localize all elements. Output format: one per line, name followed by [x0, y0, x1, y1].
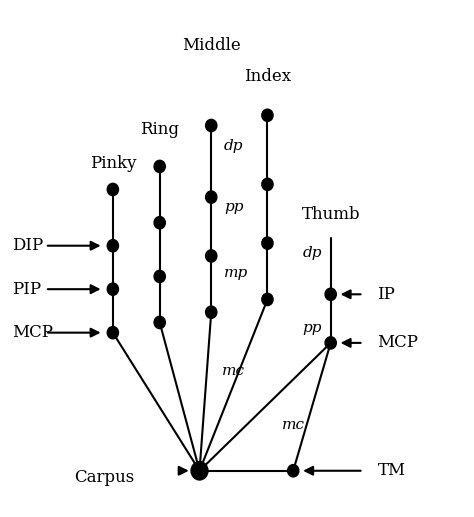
Circle shape: [107, 184, 118, 195]
Circle shape: [107, 283, 118, 295]
Text: Middle: Middle: [182, 37, 241, 54]
Circle shape: [288, 465, 299, 477]
Circle shape: [262, 109, 273, 121]
Text: Pinky: Pinky: [90, 155, 136, 172]
Text: TM: TM: [377, 462, 406, 479]
Circle shape: [206, 250, 217, 262]
Text: dp: dp: [302, 247, 322, 261]
Text: pp: pp: [224, 201, 243, 215]
Text: Index: Index: [244, 68, 291, 85]
Circle shape: [325, 288, 337, 300]
Circle shape: [262, 178, 273, 190]
Text: Thumb: Thumb: [301, 206, 360, 223]
Circle shape: [206, 306, 217, 318]
Circle shape: [262, 237, 273, 249]
Text: PIP: PIP: [12, 281, 41, 298]
Circle shape: [262, 293, 273, 306]
Text: DIP: DIP: [12, 237, 44, 254]
Text: pp: pp: [302, 321, 322, 334]
Text: Carpus: Carpus: [73, 469, 134, 486]
Text: MCP: MCP: [377, 334, 419, 352]
Text: mp: mp: [224, 266, 248, 280]
Text: dp: dp: [224, 139, 243, 153]
Text: mc: mc: [282, 418, 304, 432]
Circle shape: [206, 119, 217, 132]
Circle shape: [206, 191, 217, 203]
Circle shape: [107, 327, 118, 339]
Text: mc: mc: [222, 364, 245, 378]
Circle shape: [154, 217, 165, 229]
Circle shape: [154, 160, 165, 173]
Text: IP: IP: [377, 286, 395, 303]
Circle shape: [154, 316, 165, 329]
Circle shape: [191, 462, 208, 480]
Circle shape: [154, 270, 165, 282]
Circle shape: [107, 239, 118, 252]
Circle shape: [325, 337, 337, 349]
Text: Ring: Ring: [140, 121, 179, 139]
Text: MCP: MCP: [12, 324, 53, 341]
